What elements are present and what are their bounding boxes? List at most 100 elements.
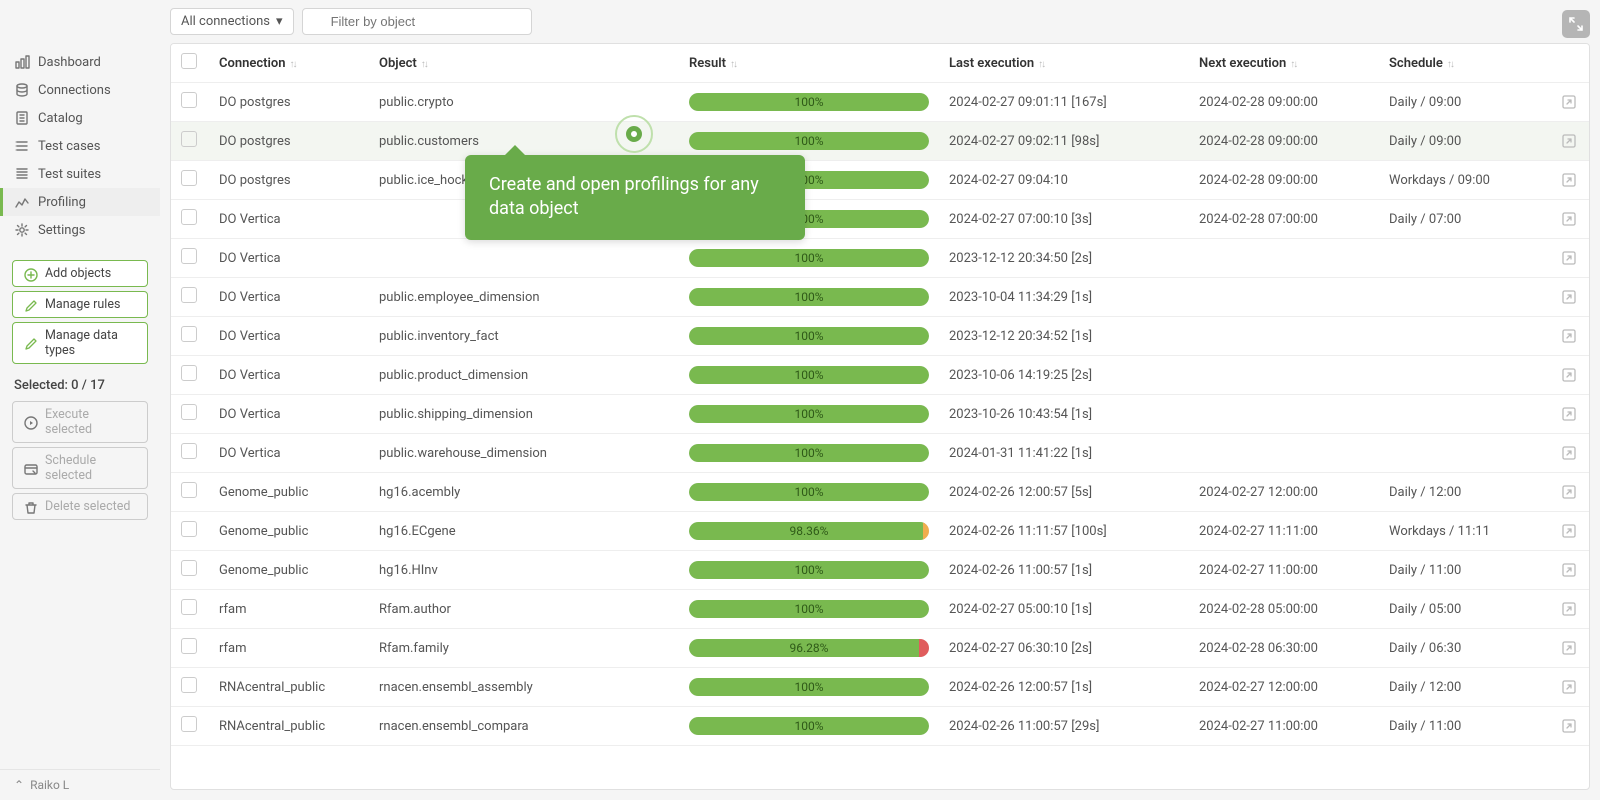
nav-label: Settings bbox=[38, 223, 85, 238]
result-label: 100% bbox=[689, 600, 929, 618]
col-connection[interactable]: Connection↑↓ bbox=[209, 44, 369, 83]
table-row[interactable]: DO Verticapublic.shipping_dimension100%2… bbox=[171, 395, 1589, 434]
nav-dashboard[interactable]: Dashboard bbox=[0, 48, 160, 76]
open-profiling-button[interactable] bbox=[1551, 317, 1589, 356]
sort-icon: ↑↓ bbox=[421, 59, 427, 70]
table-row[interactable]: rfamRfam.author100%2024-02-27 05:00:10 [… bbox=[171, 590, 1589, 629]
object-filter-input[interactable] bbox=[302, 8, 532, 35]
table-row[interactable]: Genome_publichg16.HInv100%2024-02-26 11:… bbox=[171, 551, 1589, 590]
cell-object: Rfam.author bbox=[379, 602, 451, 617]
table-row[interactable]: DO Verticapublic.inventory_fact100%2023-… bbox=[171, 317, 1589, 356]
open-profiling-button[interactable] bbox=[1551, 512, 1589, 551]
nav-profiling[interactable]: Profiling bbox=[0, 188, 160, 216]
table-row[interactable]: Genome_publichg16.acembly100%2024-02-26 … bbox=[171, 473, 1589, 512]
sort-icon: ↑↓ bbox=[1038, 59, 1044, 70]
plus-icon bbox=[23, 267, 37, 281]
open-profiling-button[interactable] bbox=[1551, 434, 1589, 473]
actions-pencil-button[interactable]: Manage data types bbox=[12, 322, 148, 364]
result-label: 100% bbox=[689, 561, 929, 579]
open-profiling-button[interactable] bbox=[1551, 668, 1589, 707]
table-row[interactable]: RNAcentral_publicrnacen.ensembl_assembly… bbox=[171, 668, 1589, 707]
open-profiling-button[interactable] bbox=[1551, 629, 1589, 668]
result-bar: 100% bbox=[689, 600, 929, 618]
cell-schedule: Daily / 11:00 bbox=[1389, 719, 1461, 734]
user-row[interactable]: ⌃ Raiko L bbox=[0, 769, 160, 800]
nav-label: Test cases bbox=[38, 139, 100, 154]
open-profiling-button[interactable] bbox=[1551, 200, 1589, 239]
btn-label: Delete selected bbox=[45, 499, 130, 514]
select-all-checkbox[interactable] bbox=[171, 44, 209, 83]
result-bar: 100% bbox=[689, 93, 929, 111]
nav-label: Test suites bbox=[38, 167, 101, 182]
row-checkbox[interactable] bbox=[171, 200, 209, 239]
row-checkbox[interactable] bbox=[171, 317, 209, 356]
nav-testcases[interactable]: Test cases bbox=[0, 132, 160, 160]
actions-pencil-button[interactable]: Manage rules bbox=[12, 291, 148, 318]
table-row[interactable]: DO postgrespublic.crypto100%2024-02-27 0… bbox=[171, 83, 1589, 122]
row-checkbox[interactable] bbox=[171, 278, 209, 317]
row-checkbox[interactable] bbox=[171, 122, 209, 161]
nav-catalog[interactable]: Catalog bbox=[0, 104, 160, 132]
row-checkbox[interactable] bbox=[171, 551, 209, 590]
col-result[interactable]: Result↑↓ bbox=[679, 44, 939, 83]
open-profiling-button[interactable] bbox=[1551, 83, 1589, 122]
btn-label: Execute selected bbox=[45, 407, 137, 437]
row-checkbox[interactable] bbox=[171, 473, 209, 512]
expand-button[interactable] bbox=[1562, 10, 1590, 38]
table-row[interactable]: DO Verticapublic.warehouse_dimension100%… bbox=[171, 434, 1589, 473]
table-row[interactable]: DO Verticapublic.product_dimension100%20… bbox=[171, 356, 1589, 395]
col-last-execution[interactable]: Last execution↑↓ bbox=[939, 44, 1189, 83]
open-profiling-button[interactable] bbox=[1551, 473, 1589, 512]
row-checkbox[interactable] bbox=[171, 83, 209, 122]
col-object[interactable]: Object↑↓ bbox=[369, 44, 679, 83]
open-profiling-button[interactable] bbox=[1551, 590, 1589, 629]
cell-schedule: Workdays / 09:00 bbox=[1389, 173, 1490, 188]
result-bar: 98.36% bbox=[689, 522, 929, 540]
row-checkbox[interactable] bbox=[171, 161, 209, 200]
col-schedule[interactable]: Schedule↑↓ bbox=[1379, 44, 1551, 83]
cell-next: 2024-02-27 12:00:00 bbox=[1199, 680, 1318, 695]
sort-icon: ↑↓ bbox=[290, 59, 296, 70]
row-checkbox[interactable] bbox=[171, 434, 209, 473]
open-profiling-button[interactable] bbox=[1551, 707, 1589, 746]
pencil-icon bbox=[23, 298, 37, 312]
table-row[interactable]: rfamRfam.family96.28%2024-02-27 06:30:10… bbox=[171, 629, 1589, 668]
cell-schedule: Daily / 05:00 bbox=[1389, 602, 1461, 617]
result-bar: 100% bbox=[689, 717, 929, 735]
open-profiling-button[interactable] bbox=[1551, 122, 1589, 161]
table-row[interactable]: RNAcentral_publicrnacen.ensembl_compara1… bbox=[171, 707, 1589, 746]
cell-last: 2024-02-26 11:11:57 [100s] bbox=[949, 524, 1107, 539]
row-checkbox[interactable] bbox=[171, 239, 209, 278]
user-name: Raiko L bbox=[30, 778, 69, 792]
row-checkbox[interactable] bbox=[171, 668, 209, 707]
col-next-execution[interactable]: Next execution↑↓ bbox=[1189, 44, 1379, 83]
row-checkbox[interactable] bbox=[171, 629, 209, 668]
row-checkbox[interactable] bbox=[171, 707, 209, 746]
table-row[interactable]: DO postgrespublic.customers100%2024-02-2… bbox=[171, 122, 1589, 161]
btn-label: Add objects bbox=[45, 266, 111, 281]
open-profiling-button[interactable] bbox=[1551, 551, 1589, 590]
row-checkbox[interactable] bbox=[171, 590, 209, 629]
nav-settings[interactable]: Settings bbox=[0, 216, 160, 244]
open-profiling-button[interactable] bbox=[1551, 395, 1589, 434]
result-label: 100% bbox=[689, 444, 929, 462]
nav-connections[interactable]: Connections bbox=[0, 76, 160, 104]
row-checkbox[interactable] bbox=[171, 512, 209, 551]
open-profiling-button[interactable] bbox=[1551, 356, 1589, 395]
connection-filter-dropdown[interactable]: All connections ▾ bbox=[170, 8, 294, 35]
nav-testsuites[interactable]: Test suites bbox=[0, 160, 160, 188]
result-label: 100% bbox=[689, 366, 929, 384]
row-checkbox[interactable] bbox=[171, 356, 209, 395]
open-profiling-button[interactable] bbox=[1551, 278, 1589, 317]
bulk-play-button: Execute selected bbox=[12, 401, 148, 443]
row-checkbox[interactable] bbox=[171, 395, 209, 434]
table-row[interactable]: Genome_publichg16.ECgene98.36%2024-02-26… bbox=[171, 512, 1589, 551]
open-profiling-button[interactable] bbox=[1551, 239, 1589, 278]
table-row[interactable]: DO Vertica100%2024-02-27 07:00:10 [3s]20… bbox=[171, 200, 1589, 239]
table-row[interactable]: DO Verticapublic.employee_dimension100%2… bbox=[171, 278, 1589, 317]
table-row[interactable]: DO Vertica100%2023-12-12 20:34:50 [2s] bbox=[171, 239, 1589, 278]
open-profiling-button[interactable] bbox=[1551, 161, 1589, 200]
table-row[interactable]: DO postgrespublic.ice_hockey_action_part… bbox=[171, 161, 1589, 200]
actions-plus-button[interactable]: Add objects bbox=[12, 260, 148, 287]
cell-last: 2024-02-27 09:04:10 bbox=[949, 173, 1068, 188]
